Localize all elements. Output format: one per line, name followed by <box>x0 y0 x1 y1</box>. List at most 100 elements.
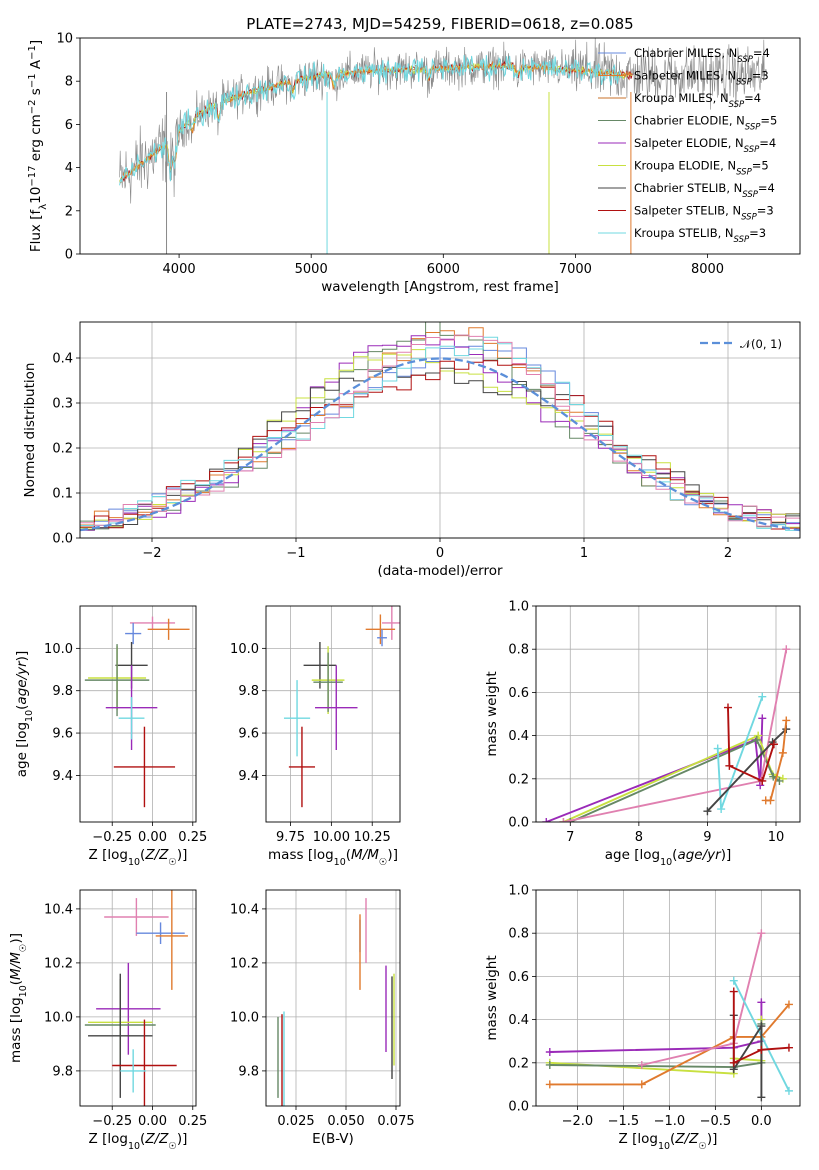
legend-label: Chabrier STELIB, N <box>634 181 742 195</box>
label-part: ( <box>140 847 145 863</box>
residuals-panel: −2 −1 0 1 2 0.0 0.1 0.2 0.3 0.4 (data-model)/error… <box>22 321 801 579</box>
y-tick-label: 9.8 <box>238 1064 259 1079</box>
plot-area <box>84 616 190 808</box>
label-part: ] <box>28 40 44 45</box>
legend-value: =5 <box>760 114 777 128</box>
mass-weight-marker <box>542 818 551 822</box>
label-part: ☉ <box>168 857 177 868</box>
mass-weight-marker <box>637 1060 646 1069</box>
mass-weight-marker <box>758 776 767 785</box>
legend-label: Kroupa STELIB, N <box>634 226 734 240</box>
mass-weight-marker <box>757 1093 766 1102</box>
x-axis-label: age [log10(age/yr)] <box>605 847 731 868</box>
axes-frame <box>79 889 197 1107</box>
mass_vs_EBV-panel: 0.025 0.050 0.075 9.8 10.0 10.2 10.4 E(B-V) <box>230 889 415 1147</box>
label-part: Z/Z <box>144 1131 169 1147</box>
x-tick-label: 9 <box>703 830 711 845</box>
legend-entry: Salpeter ELODIE, NSSP=4 <box>634 136 776 155</box>
legend-label: Kroupa ELODIE, N <box>634 159 736 173</box>
residual-histogram-step <box>80 335 800 531</box>
errorbar-point <box>96 962 161 1055</box>
label-part: Z [log <box>89 1131 128 1147</box>
label-part: 10 <box>128 1141 140 1152</box>
label-part: 10 <box>18 985 29 997</box>
legend-label: Salpeter STELIB, N <box>634 204 741 218</box>
mass-weight-marker <box>775 776 784 785</box>
x-tick-label: 0.25 <box>178 1114 207 1129</box>
x-tick-label: 10.25 <box>354 830 391 845</box>
y-axis-label: age [log10(age/yr)] <box>14 651 35 777</box>
x-tick-label: 0.025 <box>277 1114 314 1129</box>
label-part: )] <box>8 933 24 944</box>
legend-value: =4 <box>758 181 775 195</box>
errorbar-point <box>113 726 176 808</box>
axes-frame <box>79 321 801 539</box>
mass-weight-marker <box>754 731 763 740</box>
legend-value: =5 <box>752 159 769 173</box>
legend-subscript: SSP <box>744 145 760 155</box>
mass_vs_Z-panel: −0.25 0.00 0.259.810.010.210.4Z [log10(Z/Z… <box>8 889 207 1152</box>
x-tick-label: 10 <box>768 830 785 845</box>
label-part: s <box>28 88 44 99</box>
plot-area <box>277 898 395 1106</box>
errorbar-point <box>112 1019 177 1106</box>
x-tick-label: 2 <box>724 546 732 561</box>
y-tick-label: 9.4 <box>238 769 259 784</box>
x-axis-label: Z [log10(Z/Z☉)] <box>619 1131 718 1152</box>
y-tick-label: 10.0 <box>230 1010 259 1025</box>
y-axis-label: Flux [fλ10−17 erg cm−2 s−1 A−1] <box>27 40 49 252</box>
label-part: Z/Z <box>144 847 169 863</box>
label-part: 10 <box>660 857 672 868</box>
legend-entry: Kroupa ELODIE, NSSP=5 <box>634 159 769 178</box>
legend-label: Chabrier MILES, N <box>634 46 737 60</box>
mass-weight-marker <box>713 744 722 753</box>
legend-subscript: SSP <box>742 190 758 200</box>
errorbar-point <box>120 1049 147 1093</box>
x-tick-label: 0.00 <box>138 830 167 845</box>
mass-weight-marker <box>545 1080 554 1089</box>
mass-weight-marker <box>729 1058 738 1067</box>
label-part: ☉ <box>18 944 29 953</box>
label-part: A <box>28 59 44 73</box>
y-tick-label: 0.6 <box>508 686 529 701</box>
y-tick-label: 0.3 <box>52 397 73 412</box>
figure-title: PLATE=2743, MJD=54259, FIBERID=0618, z=0… <box>246 15 633 33</box>
x-tick-label: −0.5 <box>700 1114 732 1129</box>
x-tick-label: −1.5 <box>608 1114 640 1129</box>
axes-frame <box>535 889 801 1107</box>
label-part: 10 <box>334 857 346 868</box>
label-part: E(B-V) <box>312 1131 354 1147</box>
axes-frame <box>535 605 801 823</box>
x-tick-label: 8 <box>635 830 643 845</box>
y-tick-label: 10.0 <box>44 1010 73 1025</box>
mass-weight-marker <box>637 1080 646 1089</box>
label-part: age/yr <box>14 660 30 705</box>
mass-weight-marker <box>545 1048 554 1056</box>
mass-weight-line <box>727 707 775 783</box>
x-tick-label: 0.075 <box>377 1114 414 1129</box>
label-part: mass [log <box>8 997 24 1063</box>
label-part: ( <box>140 1131 145 1147</box>
errorbar-point <box>88 973 153 1098</box>
x-tick-label: 4000 <box>163 262 196 277</box>
y-tick-label: 9.8 <box>52 1064 73 1079</box>
y-tick-label: 10 <box>56 32 73 47</box>
legend-value: =3 <box>749 226 766 240</box>
axes-frame <box>265 889 401 1107</box>
y-axis-label: mass [log10(M/M☉)] <box>8 933 29 1063</box>
x-tick-label: −1 <box>286 546 305 561</box>
y-tick-label: 10.2 <box>230 956 259 971</box>
y-tick-label: 0.0 <box>52 532 73 547</box>
legend-value: =3 <box>757 204 774 218</box>
mass-weight-marker <box>757 998 766 1007</box>
label-part: Flux [f <box>28 209 44 253</box>
x-tick-label: 0.0 <box>751 1114 772 1129</box>
label-part: wavelength [Angstrom, rest frame] <box>321 279 559 295</box>
x-axis-label: (data-model)/error <box>377 563 503 579</box>
y-tick-label: 0.4 <box>508 1013 529 1028</box>
legend-value: =4 <box>759 136 776 150</box>
mass-weight-marker <box>778 748 787 757</box>
